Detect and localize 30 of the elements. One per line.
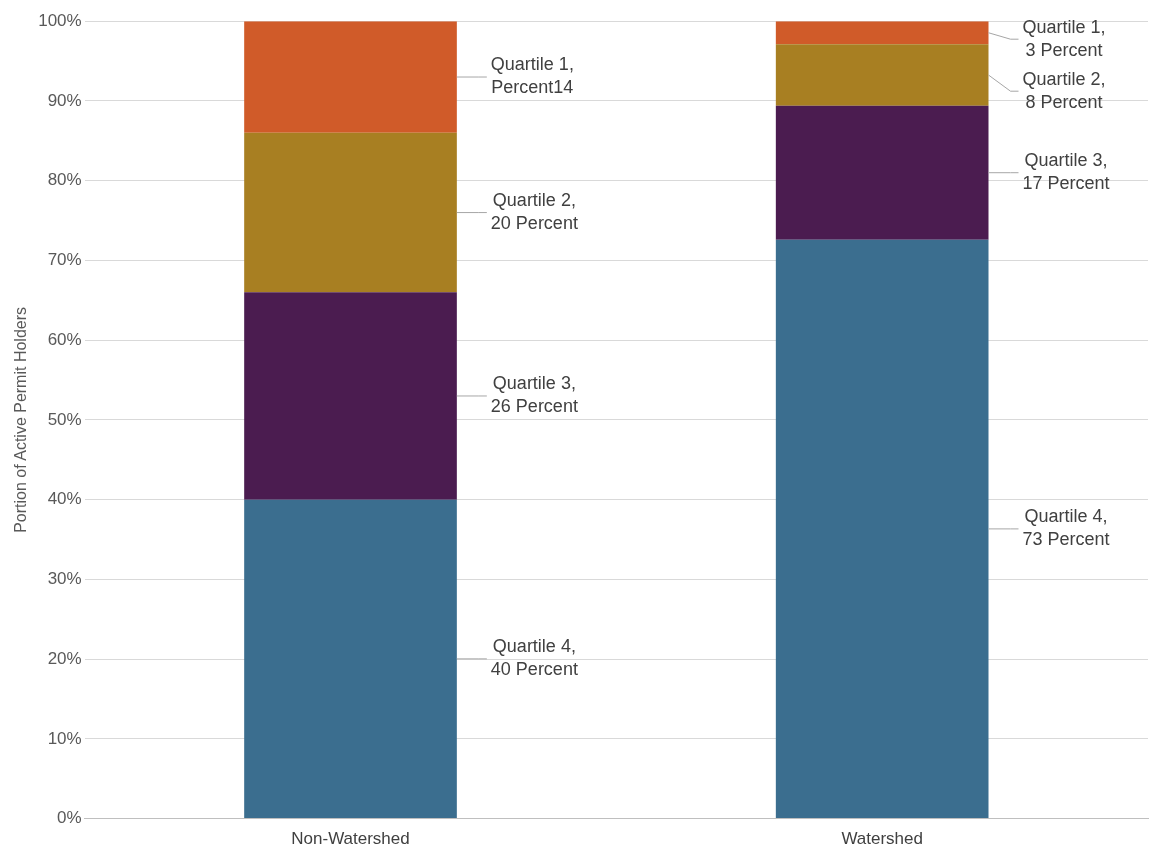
data-label: Quartile 1, 3 Percent <box>1022 16 1106 60</box>
data-label: Quartile 3, 26 Percent <box>490 373 578 417</box>
y-tick-label: 30% <box>47 569 82 589</box>
y-tick-label: 90% <box>47 90 82 110</box>
x-tick-label: Non-Watershed <box>291 829 410 849</box>
bar <box>244 132 457 293</box>
y-tick-label: 20% <box>47 648 82 668</box>
y-tick-label: 10% <box>47 728 82 748</box>
data-label: Quartile 2, 8 Percent <box>1022 68 1106 112</box>
bar <box>775 239 989 819</box>
y-tick-label: 70% <box>47 250 82 270</box>
y-axis-title: Portion of Active Permit Holders <box>12 306 30 533</box>
x-tick-label: Watershed <box>841 829 923 849</box>
bar <box>244 292 457 500</box>
bar <box>244 499 457 819</box>
data-label: Quartile 1, Percent14 <box>490 54 574 98</box>
y-tick-label: 80% <box>47 170 82 190</box>
y-tick-label: 50% <box>47 409 82 429</box>
y-tick-label: 0% <box>57 808 82 828</box>
data-label: Quartile 3, 17 Percent <box>1022 150 1110 194</box>
bar <box>244 21 457 133</box>
bar <box>775 21 989 45</box>
data-label: Quartile 2, 20 Percent <box>490 190 578 234</box>
data-label: Quartile 4, 73 Percent <box>1022 506 1110 550</box>
y-tick-label: 60% <box>47 329 82 349</box>
bar <box>775 105 989 240</box>
data-label: Quartile 4, 40 Percent <box>490 636 578 680</box>
y-tick-label: 40% <box>47 489 82 509</box>
bar <box>775 44 989 106</box>
y-tick-label: 100% <box>38 10 82 30</box>
